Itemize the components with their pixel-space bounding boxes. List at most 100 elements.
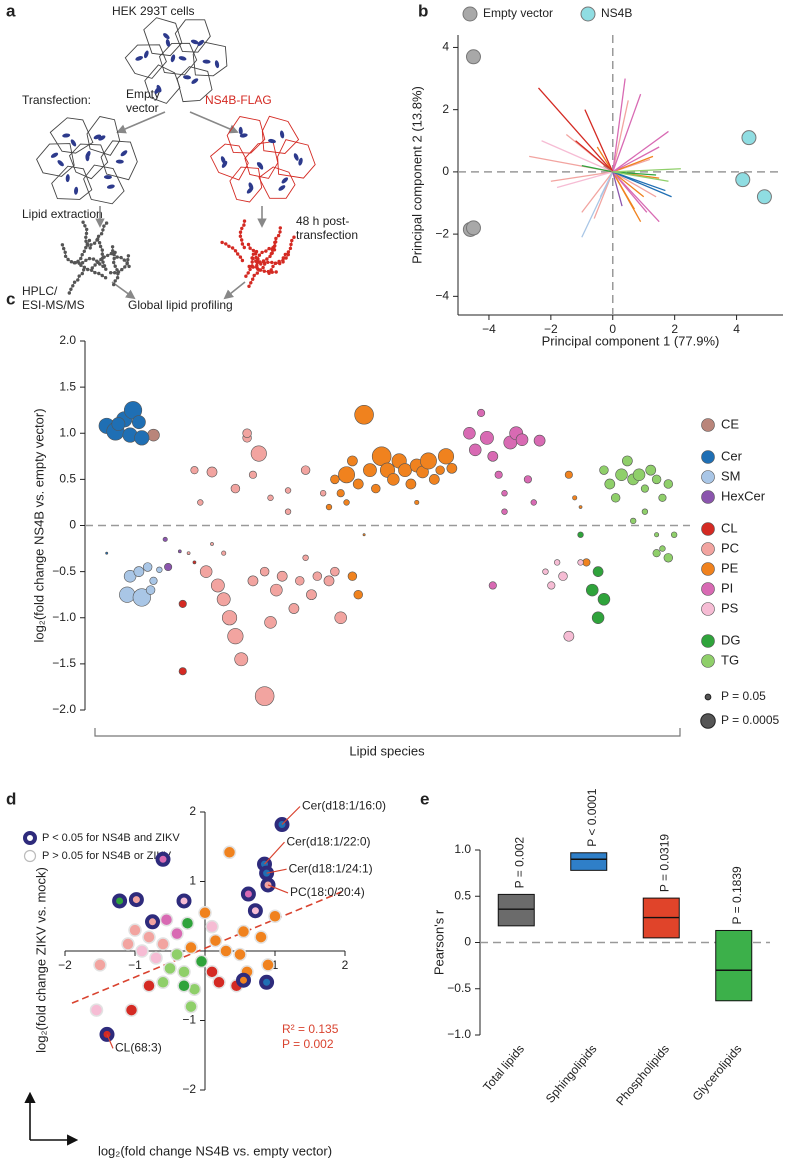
- bubble: [186, 551, 191, 556]
- cell: [83, 164, 125, 205]
- bubble: [197, 499, 204, 506]
- lipid-bead: [97, 241, 102, 245]
- y-tick-label: 2.0: [59, 333, 76, 347]
- lipid-bead: [262, 260, 266, 264]
- lipid-bead: [111, 249, 115, 253]
- point: [198, 906, 212, 920]
- legend-label: PI: [721, 580, 733, 595]
- lipid-bead: [109, 271, 113, 275]
- point: [170, 926, 184, 941]
- lipid-bead: [125, 261, 129, 265]
- bubble: [302, 554, 309, 561]
- lipid-bead: [98, 244, 103, 249]
- legend-swatch: [701, 522, 715, 536]
- point: [112, 893, 128, 909]
- bubble: [145, 585, 156, 595]
- annotation: Cer(d18:1/24:1): [289, 861, 373, 875]
- bubble: [267, 494, 274, 501]
- x-axis-label: Lipid species: [349, 743, 425, 758]
- lipid-bead: [254, 251, 258, 256]
- bubble: [398, 463, 412, 478]
- lipid-bead: [281, 260, 285, 264]
- loading: [612, 171, 666, 192]
- x-tick-label: −2: [58, 958, 72, 972]
- y-axis-label: Pearson's r: [431, 909, 446, 975]
- y-tick-label: 0: [69, 518, 76, 532]
- lipid-bead: [115, 276, 120, 280]
- y-tick-label: −2: [182, 1082, 196, 1096]
- panel-label: b: [418, 1, 428, 20]
- y-axis-label: log₂(fold change NS4B vs. empty vector): [31, 408, 46, 642]
- lipid-bead: [278, 261, 282, 266]
- bubble: [177, 549, 182, 554]
- legend-swatch: [701, 450, 715, 464]
- lipid-bead: [84, 235, 88, 239]
- bubble: [259, 566, 270, 577]
- bubble: [363, 463, 377, 478]
- bubble: [216, 592, 231, 607]
- bubble: [659, 545, 666, 552]
- lipid-bead: [76, 278, 80, 282]
- point: [124, 1003, 139, 1017]
- lipid-bead: [116, 270, 121, 274]
- lipid-bead: [84, 239, 88, 243]
- bubble: [156, 566, 163, 573]
- lipid-bead: [115, 255, 119, 259]
- lipid-bead: [240, 238, 244, 242]
- legend-swatch: [701, 654, 715, 668]
- post-label: transfection: [296, 228, 358, 242]
- arrow: [116, 111, 166, 134]
- leader-line: [266, 868, 287, 874]
- lipid-bead: [84, 258, 88, 262]
- lipid-bead: [81, 220, 85, 224]
- bubble: [658, 493, 667, 502]
- lipid-bead: [248, 246, 252, 250]
- point: [156, 975, 170, 990]
- loading: [612, 146, 660, 173]
- legend-label: P > 0.05 for NS4B or ZIKV: [42, 850, 172, 862]
- bubble: [336, 489, 345, 498]
- leader-line: [281, 806, 301, 825]
- bubble: [210, 578, 225, 593]
- loading: [612, 78, 626, 172]
- bubble: [227, 628, 244, 645]
- bubble: [487, 450, 499, 462]
- cell: [176, 66, 213, 103]
- bubble: [488, 581, 497, 590]
- lipid-bead: [87, 238, 92, 243]
- bubble: [446, 462, 458, 474]
- point: [205, 965, 219, 979]
- bubble: [164, 562, 173, 572]
- nucleus: [278, 185, 286, 191]
- lipid-bead: [93, 263, 97, 267]
- lipid-bead: [112, 256, 116, 261]
- loading: [612, 171, 645, 198]
- point: [240, 886, 256, 902]
- loading: [612, 93, 642, 173]
- lipid-bead: [87, 256, 92, 261]
- lipid-bead: [292, 235, 296, 239]
- leader-line: [267, 884, 289, 894]
- bubble: [295, 576, 305, 586]
- bubble: [582, 558, 591, 567]
- p-label: P = 0.002: [512, 837, 526, 889]
- bubble: [597, 593, 611, 606]
- bubble: [515, 433, 529, 446]
- loading: [556, 171, 613, 189]
- legend-swatch: [701, 602, 715, 616]
- legend-label: PS: [721, 600, 739, 615]
- bubble: [221, 610, 238, 626]
- point: [149, 951, 163, 965]
- lipid-bead: [220, 240, 224, 245]
- nucleus: [246, 187, 254, 194]
- bubble: [312, 571, 322, 581]
- bubble: [435, 465, 445, 475]
- panel-label: d: [6, 789, 16, 808]
- loading: [612, 155, 654, 173]
- lipid-bead: [272, 248, 277, 252]
- lipid-bead: [84, 245, 88, 250]
- leader-line: [106, 1034, 114, 1049]
- lipid-bead: [102, 255, 106, 259]
- panel-label: c: [6, 289, 15, 308]
- legend-label: PC: [721, 540, 739, 555]
